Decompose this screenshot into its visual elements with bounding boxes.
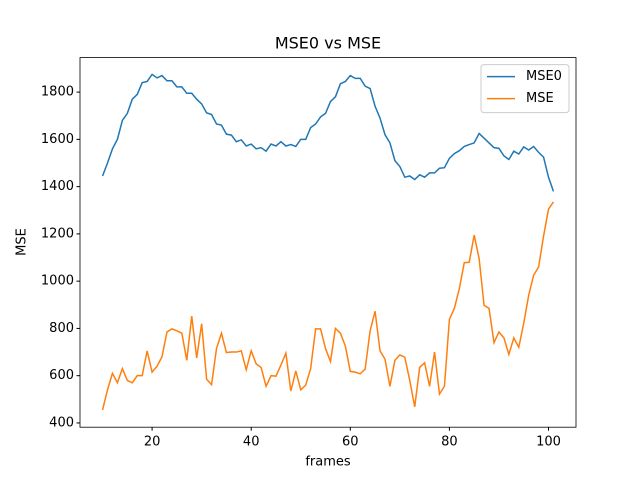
y-axis-label: MSE bbox=[15, 228, 30, 256]
legend-label: MSE0 bbox=[526, 69, 562, 84]
y-tick-label: 600 bbox=[49, 368, 74, 383]
y-tick-label: 1800 bbox=[41, 85, 74, 100]
x-tick-label: 100 bbox=[536, 435, 561, 450]
x-tick-label: 80 bbox=[441, 435, 458, 450]
data-line bbox=[101, 201, 555, 411]
y-tick-label: 800 bbox=[49, 321, 74, 336]
plot-frame bbox=[79, 57, 577, 428]
x-tick-label: 20 bbox=[144, 435, 161, 450]
x-axis-label: frames bbox=[305, 455, 351, 470]
y-tick-label: 1400 bbox=[41, 179, 74, 194]
legend-label: MSE bbox=[526, 91, 554, 106]
x-tick-label: 60 bbox=[342, 435, 359, 450]
x-tick-label: 40 bbox=[243, 435, 260, 450]
y-tick-label: 1200 bbox=[41, 226, 74, 241]
y-tick-label: 400 bbox=[49, 415, 74, 430]
y-tick-label: 1600 bbox=[41, 132, 74, 147]
data-line bbox=[101, 73, 555, 192]
chart-title: MSE0 vs MSE bbox=[275, 34, 381, 53]
y-tick-label: 1000 bbox=[41, 274, 74, 289]
